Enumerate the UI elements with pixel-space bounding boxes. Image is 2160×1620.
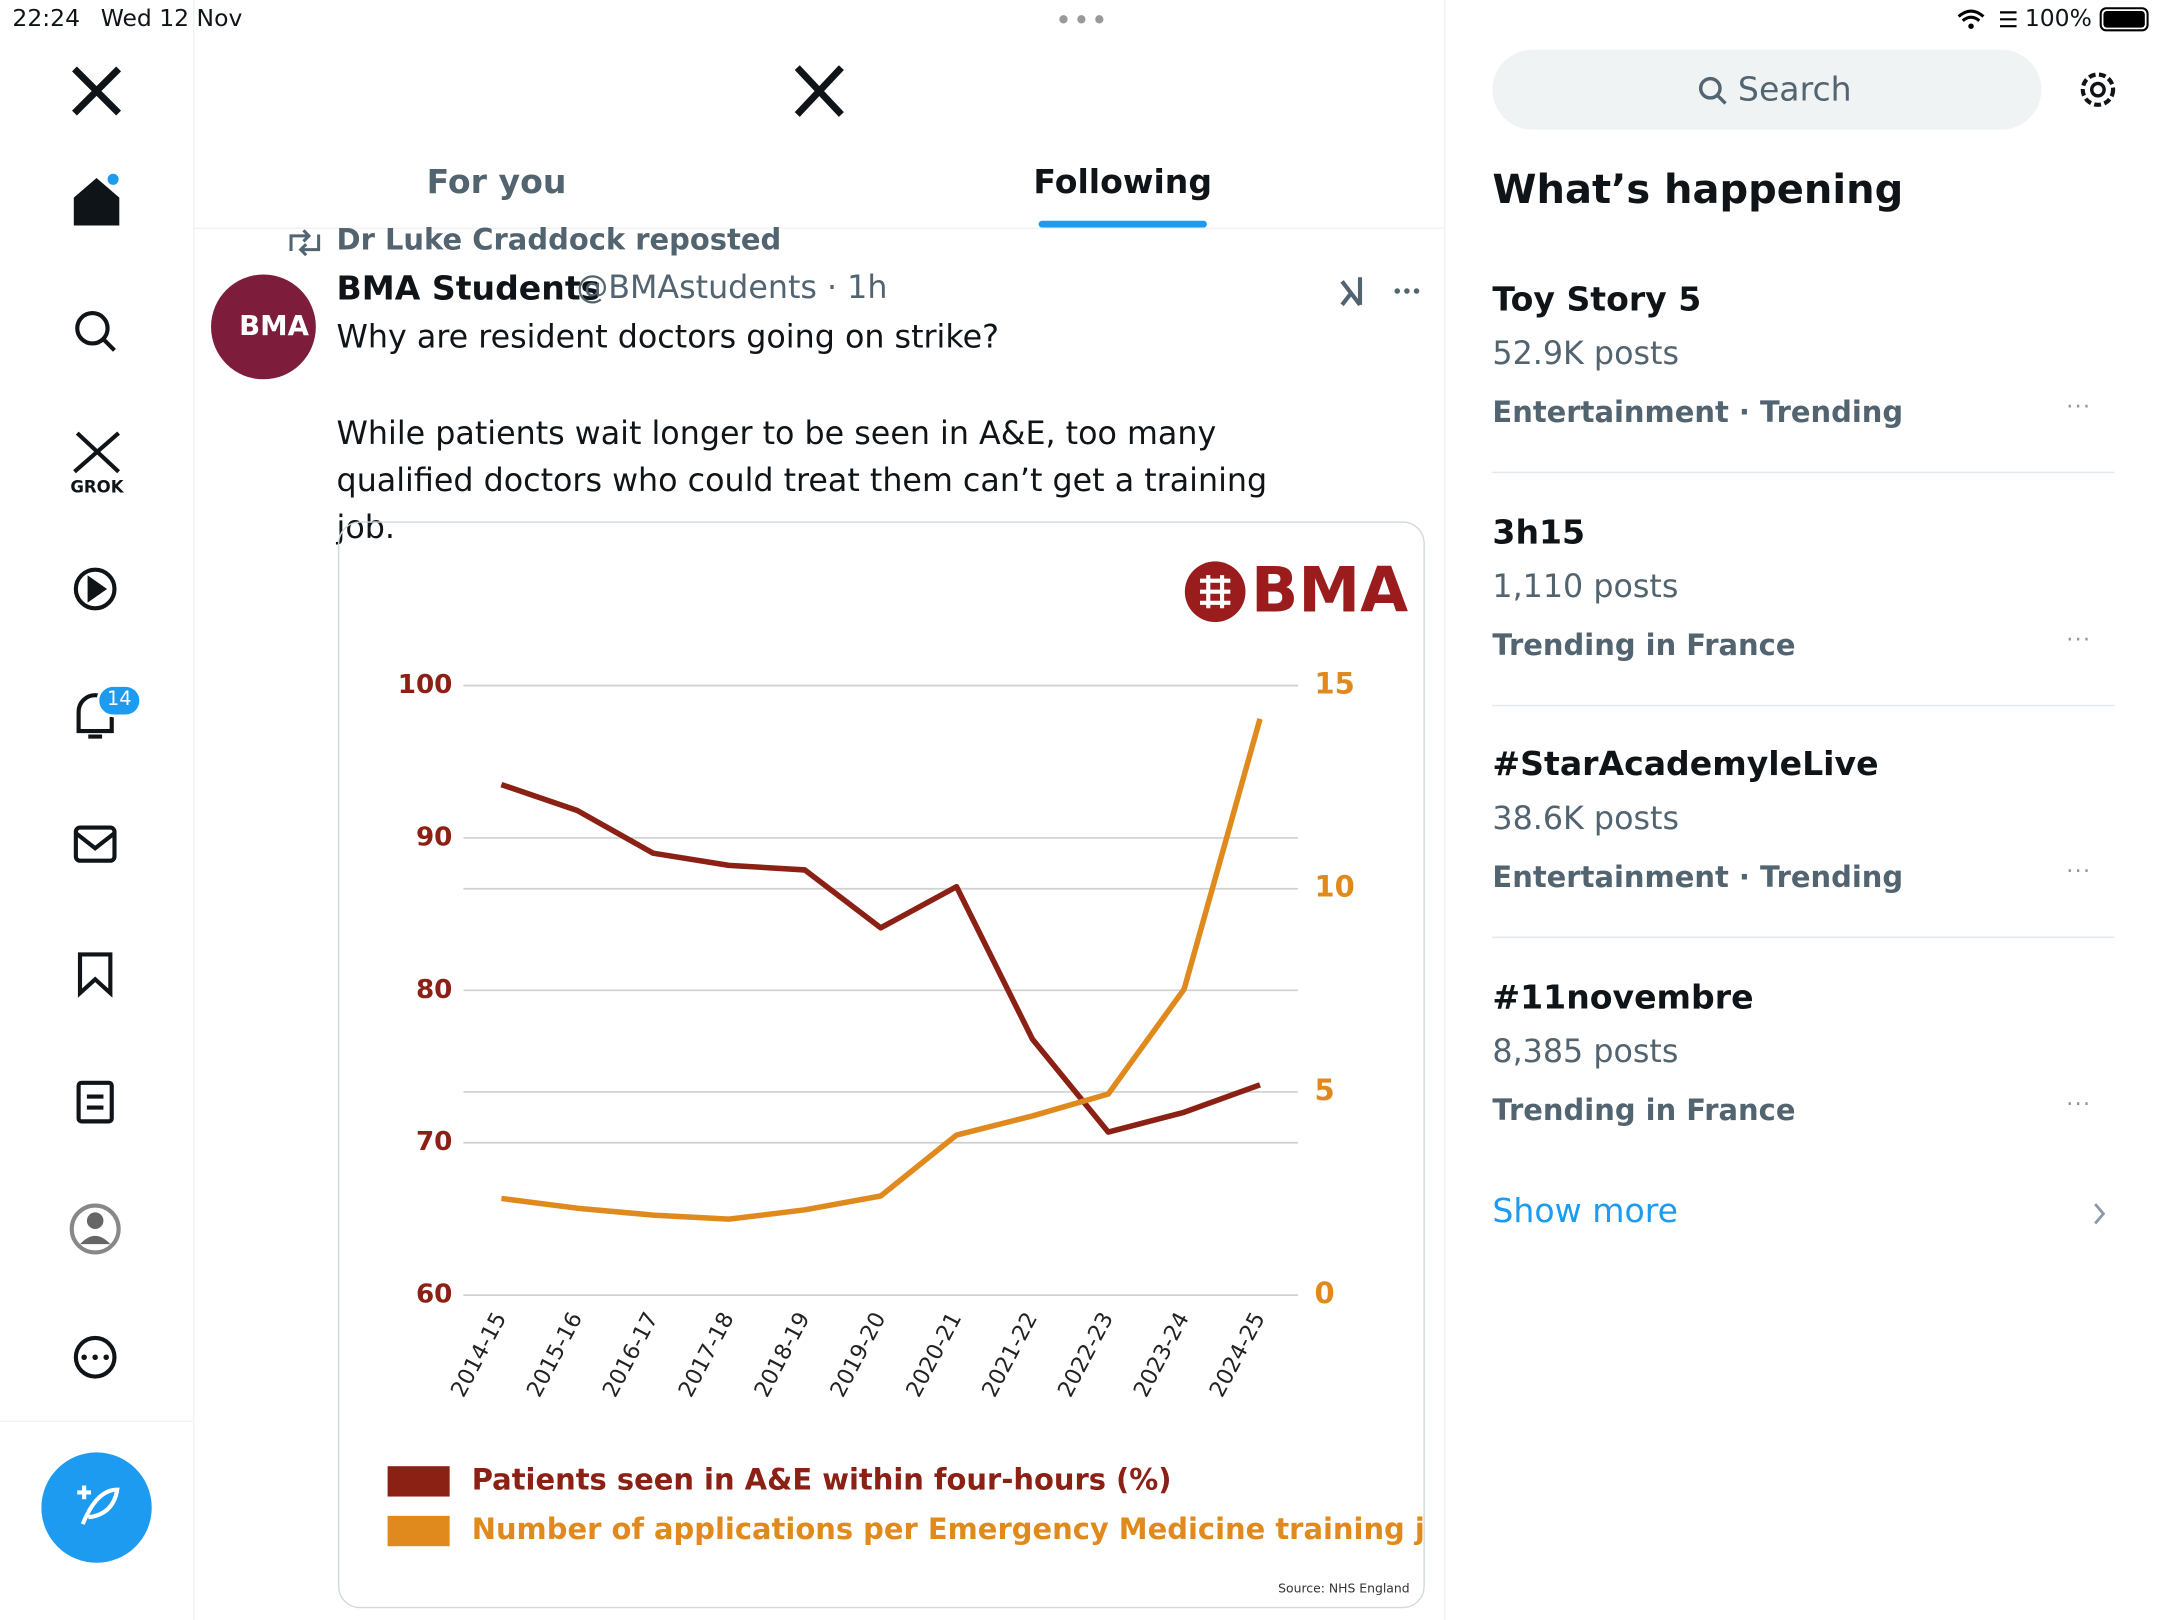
trend-posts: 38.6K posts (1492, 801, 1679, 838)
trend-name[interactable]: #StarAcademyleLive (1492, 744, 1879, 784)
x-tick-label: 2021-22 (978, 1308, 1043, 1401)
y-tick-label: 70 (416, 1127, 452, 1157)
trend-name[interactable]: 3h15 (1492, 512, 1586, 552)
trend-separator (1492, 936, 2115, 938)
trend-context: Trending in France (1492, 1093, 1796, 1127)
settings-icon[interactable] (2074, 66, 2121, 113)
notification-badge: 14 (107, 688, 132, 711)
author-meta: @BMAstudents · 1h (576, 270, 888, 307)
avatar[interactable] (211, 274, 316, 380)
status-time: 22:24 (12, 5, 80, 34)
sidebar-separator (0, 1420, 194, 1423)
x-tick-label: 2022-23 (1054, 1308, 1119, 1401)
header-border (193, 227, 1445, 229)
y2-tick-label: 10 (1314, 870, 1354, 904)
legend-swatch (387, 1466, 450, 1497)
trend-context: Entertainment · Trending (1492, 860, 1904, 894)
y2-tick-label: 0 (1314, 1276, 1334, 1310)
tab[interactable]: For you (426, 162, 567, 202)
trend-name[interactable]: #11novembre (1492, 977, 1754, 1016)
y-tick-label: 90 (416, 822, 452, 852)
trend-more: ··· (2066, 1090, 2092, 1117)
tweet-actions[interactable] (1338, 270, 1435, 311)
tab[interactable]: Following (1033, 162, 1213, 202)
grok-label: GROK (70, 477, 124, 497)
trend-posts: 8,385 posts (1492, 1033, 1679, 1070)
trend-context: Trending in France (1492, 628, 1796, 662)
x-tick-label: 2020-21 (902, 1308, 967, 1401)
trend-more: ··· (2066, 625, 2092, 652)
y-tick-label: 100 (398, 670, 453, 700)
trend-separator (1492, 704, 2115, 706)
status-date: Wed 12 Nov (100, 5, 243, 34)
chart-card[interactable]: BMA 60 70 80 90 100 0 5 10 15 2014-15 2015-16 2016-1… (337, 521, 1425, 1609)
tweet-text: Why are resident doctors going on strike… (336, 319, 999, 356)
avatar-text: BMA (239, 308, 309, 343)
logo-mark (1199, 575, 1231, 609)
series-line (501, 718, 1263, 1222)
legend-label: Number of applications per Emergency Med… (472, 1512, 1425, 1546)
search-placeholder: Search (1737, 70, 1852, 109)
y2-tick-label: 5 (1314, 1073, 1334, 1107)
x-tick-label: 2018-19 (750, 1308, 815, 1401)
x-tick-label: 2015-16 (523, 1308, 588, 1401)
chevron (2094, 1203, 2106, 1225)
tweet-text: While patients wait longer to be seen in… (336, 416, 1268, 547)
chart-source: Source: NHS England (1278, 1580, 1410, 1595)
trend-more: ··· (2066, 393, 2092, 420)
trends-title: What’s happening (1492, 165, 1904, 213)
chart: BMA 60 70 80 90 100 0 5 10 15 2014-15 2015-16 2016-1… (387, 554, 1425, 1595)
x-tick-label: 2019-20 (826, 1308, 891, 1401)
legend-label: Patients seen in A&E within four-hours (… (472, 1462, 1172, 1496)
series-line (500, 781, 1261, 1135)
status-battery: 100% (2024, 5, 2092, 34)
y-tick-label: 60 (416, 1280, 452, 1310)
repost-icon (289, 229, 321, 257)
logo-text: BMA (1251, 554, 1408, 627)
trend-name[interactable]: Toy Story 5 (1492, 279, 1702, 319)
trend-posts: 1,110 posts (1492, 568, 1679, 605)
trend-separator (1492, 471, 2115, 474)
trend-posts: 52.9K posts (1492, 336, 1679, 373)
y2-tick-label: 15 (1314, 667, 1354, 701)
x-tick-label: 2016-17 (598, 1308, 663, 1401)
x-tick-label: 2017-18 (674, 1308, 739, 1401)
search-icon (1698, 76, 1727, 105)
sidebar-border (193, 0, 195, 1620)
author-name[interactable]: BMA Students (336, 268, 601, 308)
y-tick-label: 80 (416, 975, 452, 1005)
x-tick-label: 2023-24 (1129, 1308, 1194, 1401)
show-more[interactable]: Show more (1492, 1191, 1679, 1231)
x-logo (794, 65, 844, 117)
repost-label[interactable]: Dr Luke Craddock reposted (336, 223, 782, 257)
search-box[interactable] (1492, 49, 2042, 130)
tab-indicator (1038, 220, 1207, 228)
main-border (1444, 0, 1446, 1620)
sidebar-icons (41, 66, 152, 1563)
trend-context: Entertainment · Trending (1492, 395, 1904, 429)
trend-more: ··· (2066, 857, 2092, 885)
x-tick-label: 2024-25 (1205, 1308, 1270, 1401)
x-tick-label: 2014-15 (447, 1308, 512, 1401)
status-icons (1059, 7, 2149, 32)
legend-swatch (387, 1515, 450, 1547)
